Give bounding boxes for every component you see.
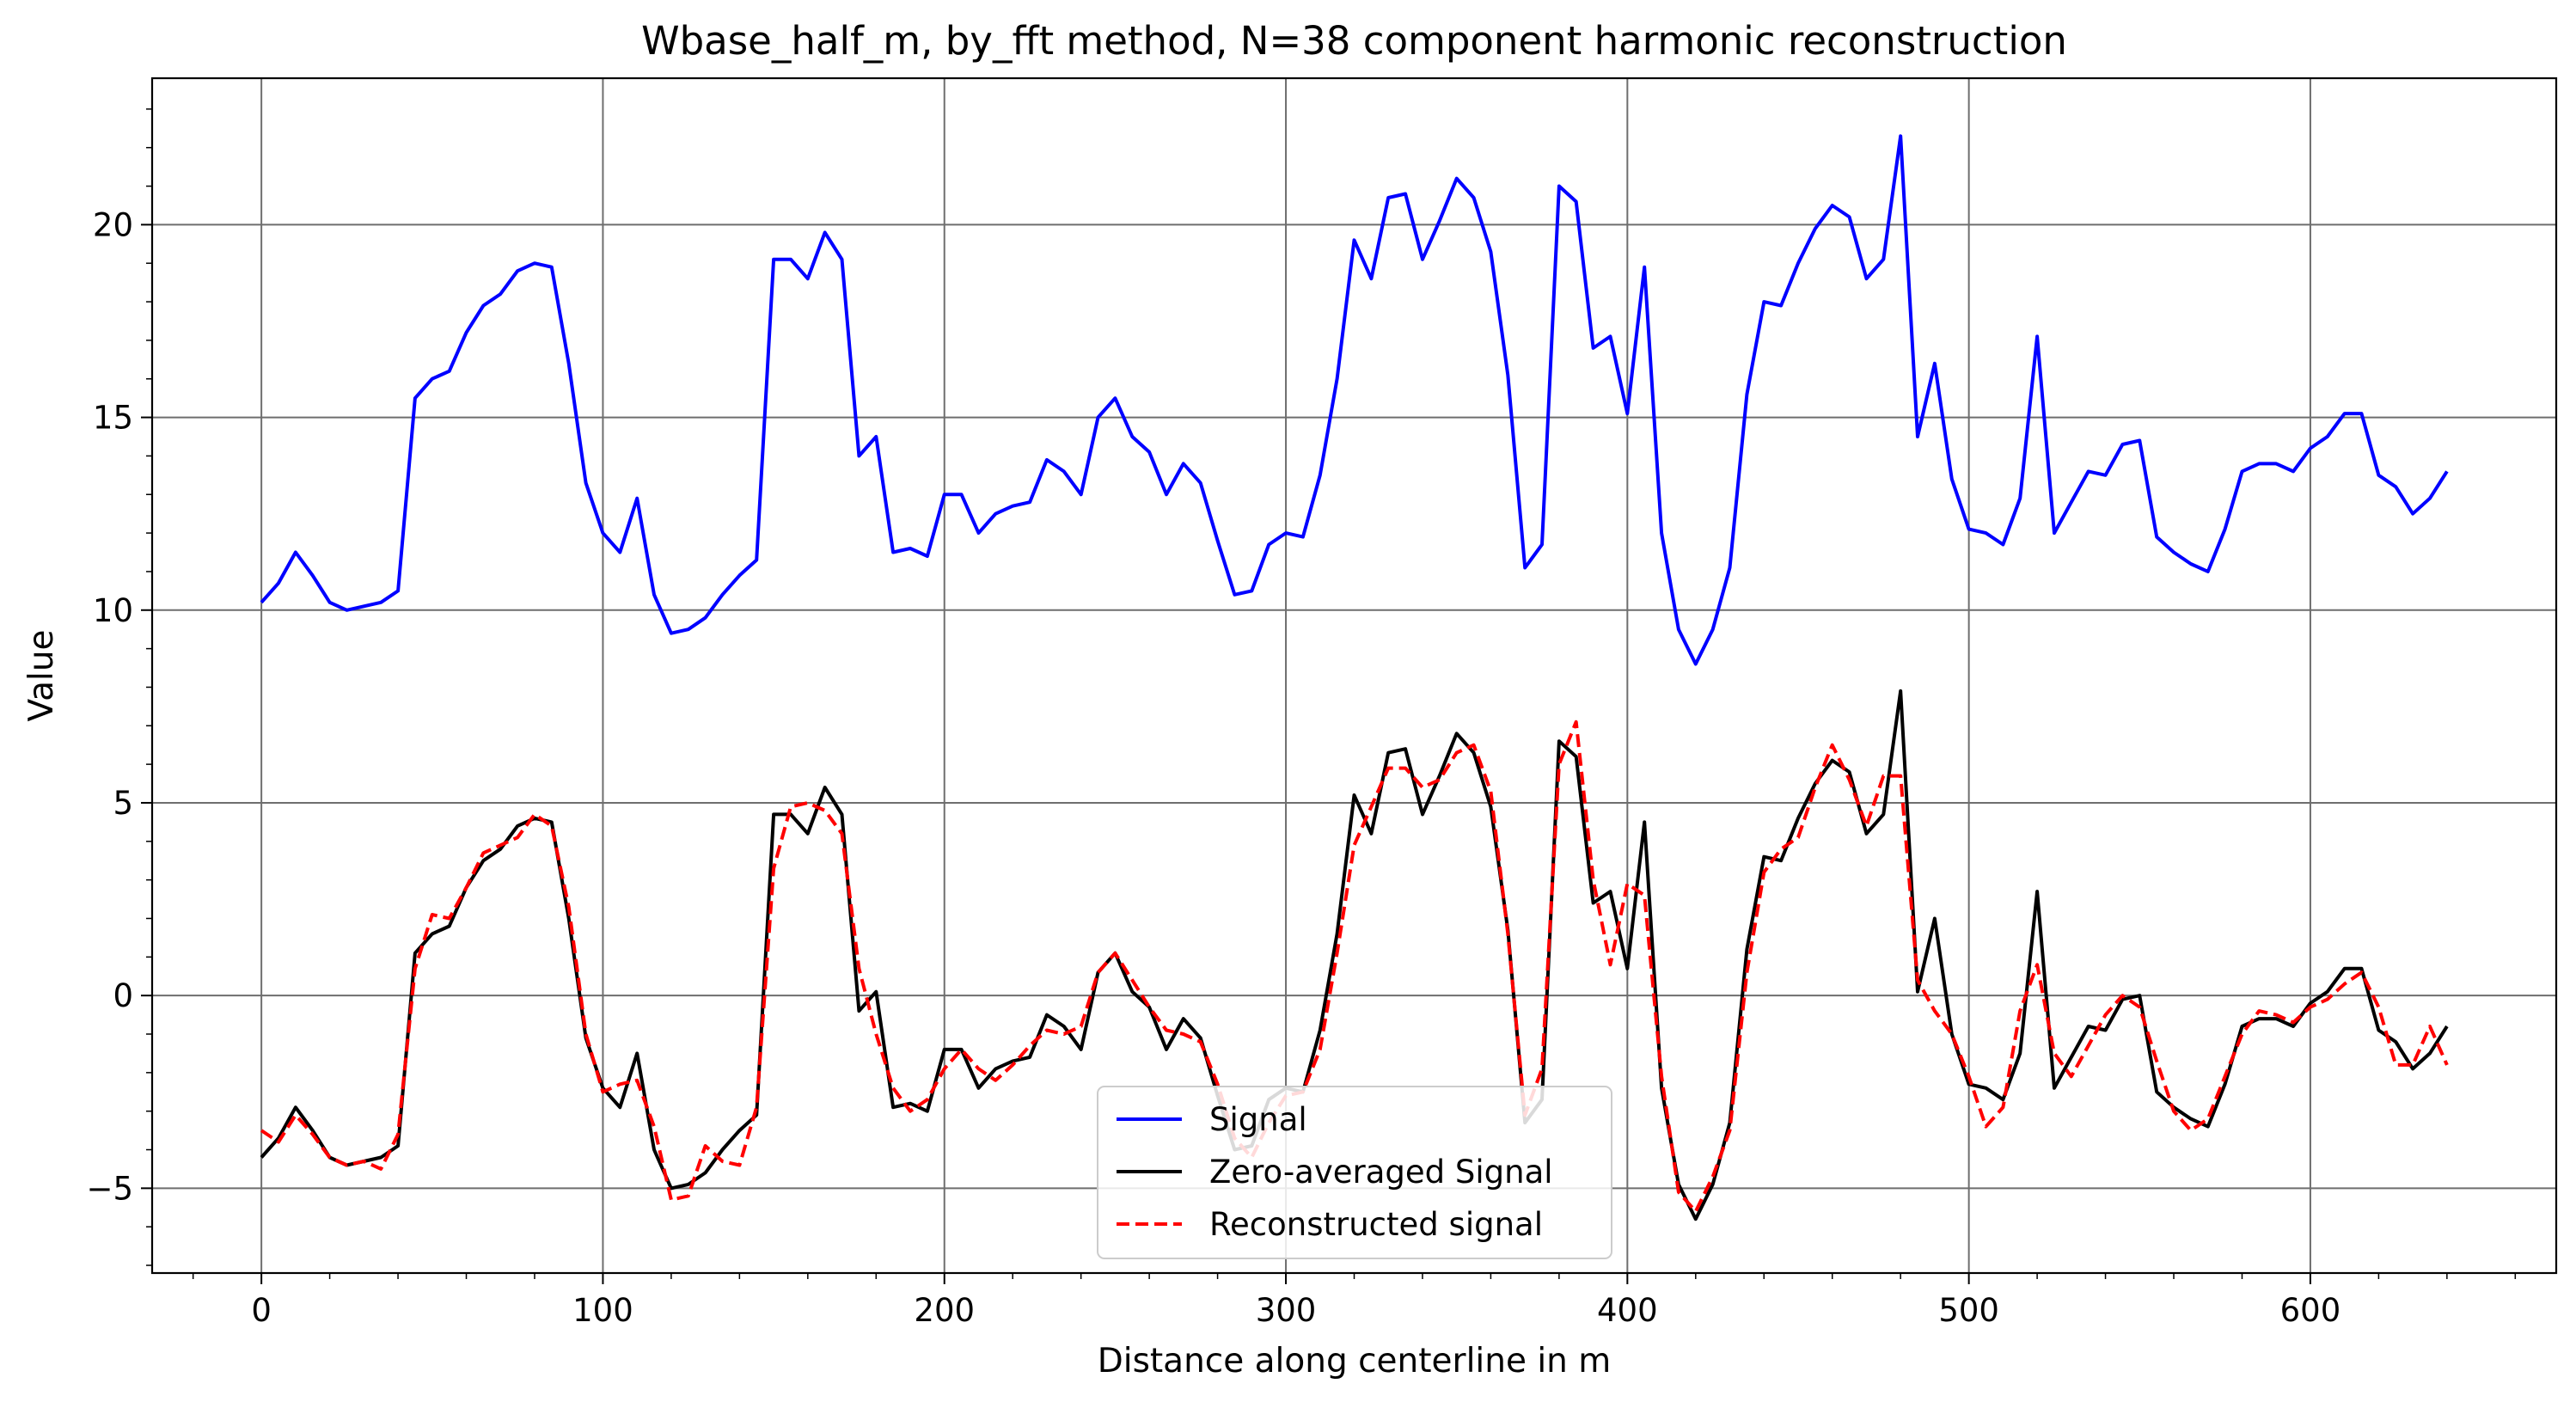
x-tick-label: 300 bbox=[1256, 1292, 1317, 1329]
chart-title: Wbase_half_m, by_fft method, N=38 compon… bbox=[641, 18, 2067, 64]
y-tick-label: 0 bbox=[113, 977, 133, 1014]
x-tick-label: 200 bbox=[914, 1292, 975, 1329]
legend: Signal Zero-averaged Signal Reconstructed … bbox=[1097, 1086, 1612, 1259]
x-axis-label: Distance along centerline in m bbox=[1098, 1342, 1612, 1380]
legend-label-2: Zero-averaged Signal bbox=[1209, 1154, 1553, 1191]
axis-ticks: 0 100 200 300 400 500 600 −5 0 5 10 15 20 bbox=[86, 108, 2517, 1329]
series-line-1 bbox=[260, 134, 2449, 666]
series-line-2 bbox=[260, 689, 2449, 1221]
y-tick-label: 15 bbox=[93, 400, 133, 437]
x-tick-label: 500 bbox=[1938, 1292, 1999, 1329]
y-tick-label: 10 bbox=[93, 592, 133, 629]
y-tick-label: 5 bbox=[113, 785, 133, 822]
y-tick-label: −5 bbox=[86, 1170, 133, 1207]
legend-label-3: Reconstructed signal bbox=[1209, 1206, 1543, 1243]
plot-series bbox=[260, 134, 2449, 1221]
y-tick-label: 20 bbox=[93, 206, 133, 243]
y-axis-label: Value bbox=[22, 629, 61, 721]
x-tick-label: 100 bbox=[572, 1292, 633, 1329]
legend-label-1: Signal bbox=[1209, 1101, 1307, 1138]
x-tick-label: 400 bbox=[1597, 1292, 1658, 1329]
x-tick-label: 600 bbox=[2280, 1292, 2341, 1329]
legend-box bbox=[1097, 1086, 1612, 1259]
x-tick-label: 0 bbox=[251, 1292, 272, 1329]
series-line-3 bbox=[260, 719, 2449, 1214]
